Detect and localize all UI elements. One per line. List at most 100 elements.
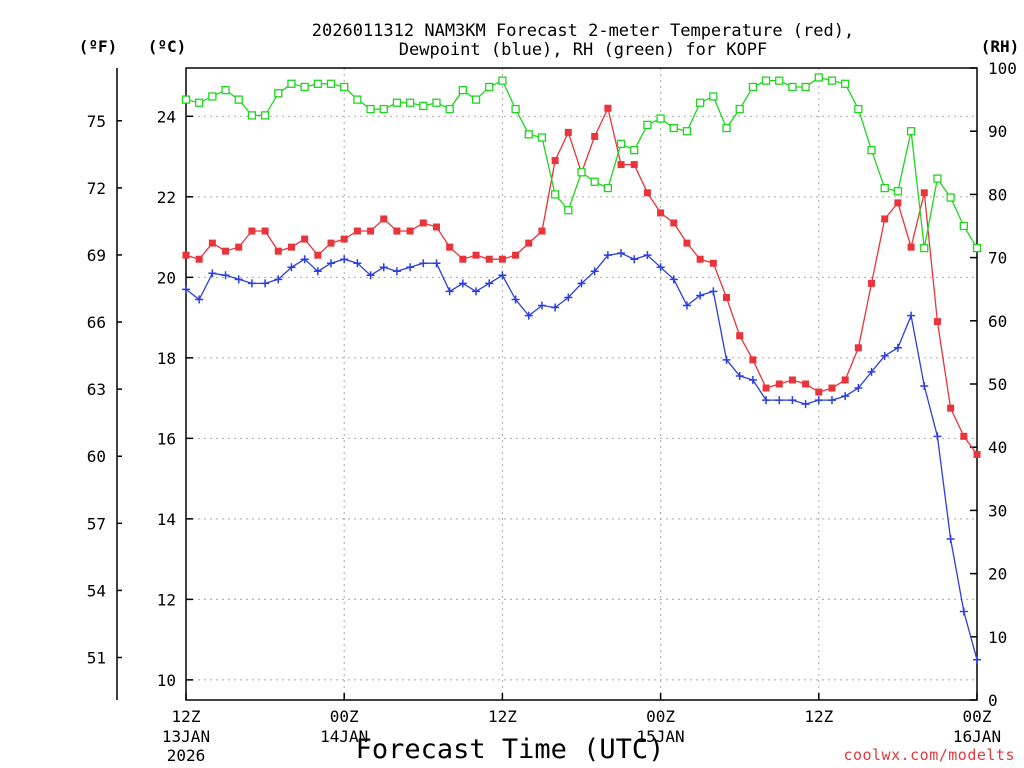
relative-humidity-point	[353, 95, 362, 104]
temperature-point	[380, 215, 388, 223]
dewpoint-point	[432, 259, 441, 268]
rh-tick-label: 30	[988, 501, 1007, 520]
dewpoint-point	[498, 271, 507, 280]
relative-humidity-point	[550, 190, 560, 199]
dewpoint-point	[537, 301, 546, 310]
x-tick-date-label: 15JAN	[637, 727, 685, 746]
dewpoint-point	[841, 392, 850, 401]
dewpoint-point	[313, 267, 322, 276]
relative-humidity-point	[603, 183, 613, 193]
temperature-point	[432, 223, 440, 231]
relative-humidity-point	[696, 98, 705, 107]
dewpoint-point	[682, 301, 691, 310]
relative-humidity-point	[313, 79, 322, 88]
fahrenheit-tick-label: 66	[87, 313, 106, 332]
dewpoint-point	[182, 285, 190, 294]
temperature-point	[617, 161, 625, 169]
dewpoint-point	[274, 275, 283, 284]
rh-tick-label: 20	[988, 565, 1007, 584]
dewpoint-point	[195, 295, 204, 304]
dewpoint-point	[907, 311, 916, 320]
relative-humidity-point	[392, 98, 402, 107]
relative-humidity-point	[445, 104, 454, 114]
celsius-tick-label: 18	[157, 349, 176, 368]
x-axis-label: Forecast Time (UTC)	[356, 734, 665, 765]
dewpoint-line	[185, 252, 978, 660]
rh-tick-label: 50	[988, 375, 1007, 394]
relative-humidity-point	[287, 79, 296, 88]
relative-humidity-point	[867, 146, 876, 155]
dewpoint-point	[445, 287, 454, 296]
x-tick-label: 00Z	[963, 707, 992, 726]
dewpoint-point	[735, 371, 744, 380]
relative-humidity-point	[208, 92, 217, 101]
temperature-point	[775, 380, 783, 388]
temperature-point	[973, 450, 981, 458]
rh-tick-label: 40	[988, 438, 1007, 457]
relative-humidity-point	[590, 177, 599, 186]
dewpoint-point	[893, 343, 902, 352]
relative-humidity-point	[972, 243, 982, 253]
dewpoint-point	[234, 275, 243, 284]
x-tick-label: 12Z	[804, 707, 833, 726]
relative-humidity-point	[682, 127, 692, 136]
relative-humidity-point	[775, 76, 784, 85]
dewpoint-point	[867, 367, 876, 376]
temperature-point	[393, 227, 401, 235]
dewpoint-point	[406, 263, 415, 272]
rh-tick-label: 90	[988, 122, 1007, 141]
relative-humidity-point	[841, 79, 850, 88]
temperature-point	[670, 219, 678, 227]
celsius-tick-label: 24	[157, 107, 176, 126]
fahrenheit-tick-label: 54	[87, 581, 106, 600]
relative-humidity-point	[933, 174, 942, 183]
rh-tick-label: 0	[988, 691, 998, 710]
dewpoint-point	[946, 534, 955, 543]
relative-humidity-point	[735, 104, 744, 114]
fahrenheit-tick-label: 75	[87, 112, 106, 131]
dewpoint-point	[933, 432, 942, 441]
relative-humidity-point	[801, 82, 810, 92]
relative-humidity-point	[722, 123, 731, 133]
x-tick-date-label: 14JAN	[320, 727, 368, 746]
x-tick-date-label: 13JAN	[162, 727, 210, 746]
temperature-point	[894, 199, 902, 207]
fahrenheit-tick-label: 72	[87, 179, 106, 198]
temperature-point	[248, 227, 256, 235]
rh-unit-label: (RH)	[981, 37, 1020, 56]
dewpoint-point	[696, 291, 705, 300]
relative-humidity-point	[827, 76, 837, 85]
relative-humidity-point	[643, 120, 652, 130]
dewpoint-point	[959, 607, 968, 616]
dewpoint-point	[814, 396, 823, 405]
rh-tick-label: 100	[988, 59, 1017, 78]
dewpoint-point	[801, 400, 810, 409]
x-tick-year-label: 2026	[167, 746, 206, 765]
data-series	[181, 73, 982, 664]
relative-humidity-point	[498, 76, 507, 85]
temperature-point	[802, 380, 810, 388]
temperature-point	[762, 384, 770, 392]
x-tick-label: 00Z	[646, 707, 675, 726]
temperature-point	[367, 227, 375, 235]
dewpoint-point	[973, 655, 981, 664]
temperature-point	[564, 128, 572, 136]
temperature-point	[340, 235, 348, 243]
dewpoint-point	[630, 255, 639, 264]
fahrenheit-unit-label: (ºF)	[79, 37, 118, 56]
rh-tick-label: 80	[988, 185, 1007, 204]
relative-humidity-point	[260, 111, 270, 120]
temperature-point	[419, 219, 427, 227]
temperature-point	[182, 251, 190, 259]
relative-humidity-point	[656, 114, 665, 123]
temperature-point	[630, 161, 638, 169]
dewpoint-point	[392, 267, 401, 276]
temperature-point	[498, 255, 506, 263]
temperature-point	[538, 227, 546, 235]
x-tick-label: 00Z	[330, 707, 359, 726]
relative-humidity-point	[366, 104, 375, 114]
temperature-point	[235, 243, 243, 251]
dewpoint-point	[590, 267, 599, 276]
fahrenheit-tick-label: 51	[87, 649, 106, 668]
